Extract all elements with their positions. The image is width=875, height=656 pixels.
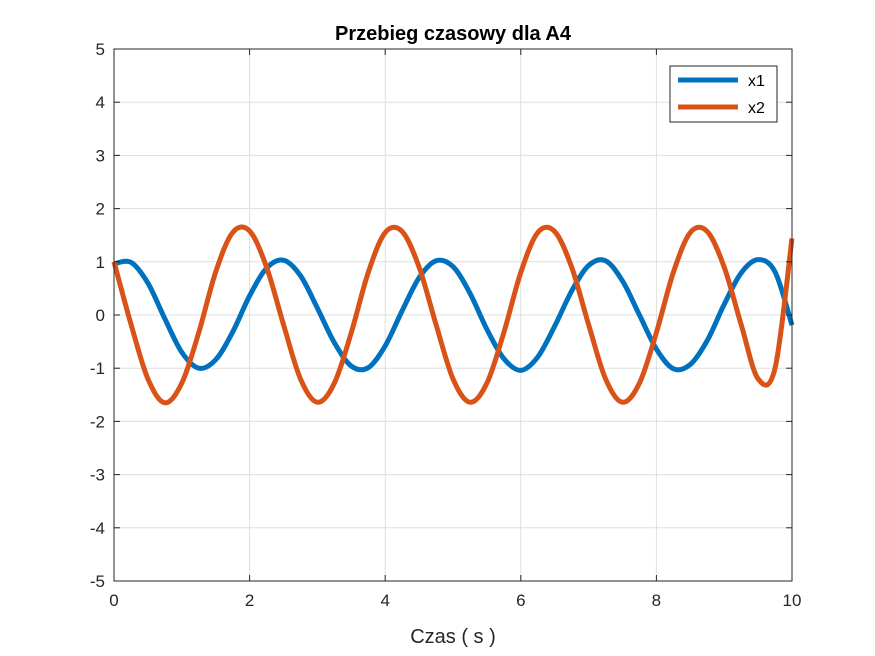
chart-title: Przebieg czasowy dla A4 xyxy=(335,23,572,45)
y-tick-label: 2 xyxy=(96,200,105,219)
y-tick-label: 4 xyxy=(96,93,105,112)
y-tick-label: 5 xyxy=(96,40,105,59)
y-tick-label: -4 xyxy=(90,519,105,538)
x-tick-label: 6 xyxy=(516,591,525,610)
y-tick-label: -1 xyxy=(90,359,105,378)
x-tick-label: 4 xyxy=(380,591,389,610)
y-tick-label: -2 xyxy=(90,412,105,431)
x-tick-label: 2 xyxy=(245,591,254,610)
y-tick-label: 0 xyxy=(96,306,105,325)
series-line-x1 xyxy=(113,257,795,373)
legend: x1 x2 xyxy=(669,65,778,123)
y-tick-label: 3 xyxy=(96,146,105,165)
x-tick-label: 8 xyxy=(652,591,661,610)
y-tick-label: -5 xyxy=(90,572,105,591)
y-tick-label: -3 xyxy=(90,466,105,485)
y-tick-label: 1 xyxy=(96,253,105,272)
series-line-x2 xyxy=(111,224,795,406)
legend-label-x1: x1 xyxy=(748,73,765,90)
x-tick-label: 0 xyxy=(109,591,118,610)
series-lines xyxy=(111,224,795,406)
legend-label-x2: x2 xyxy=(748,100,765,117)
x-axis-label: Czas ( s ) xyxy=(410,626,496,648)
x-tick-label: 10 xyxy=(783,591,802,610)
legend-box xyxy=(669,65,778,123)
